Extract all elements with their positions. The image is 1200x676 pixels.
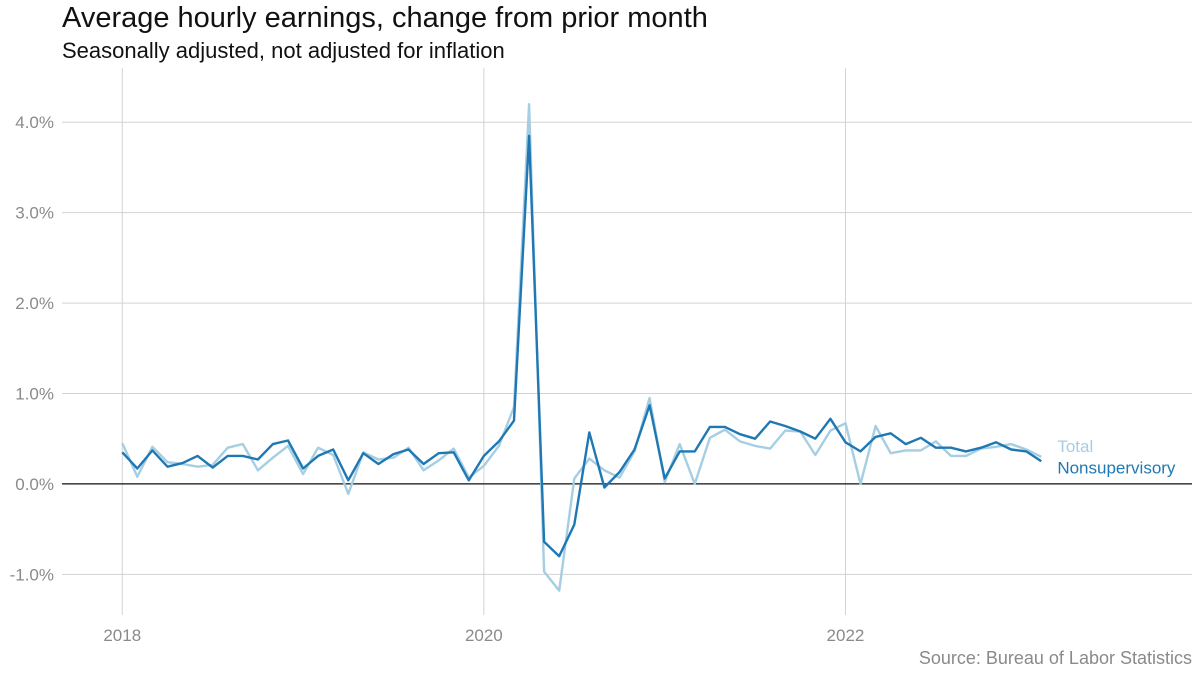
series-label-nonsupervisory: Nonsupervisory bbox=[1057, 458, 1176, 477]
y-tick-label: -1.0% bbox=[10, 565, 54, 584]
x-tick-label: 2020 bbox=[465, 626, 503, 645]
y-tick-label: 4.0% bbox=[15, 113, 54, 132]
chart-title: Average hourly earnings, change from pri… bbox=[62, 2, 708, 34]
y-tick-label: 2.0% bbox=[15, 294, 54, 313]
x-tick-label: 2022 bbox=[827, 626, 865, 645]
y-tick-label: 0.0% bbox=[15, 475, 54, 494]
y-axis-ticks: -1.0% 0.0% 1.0% 2.0% 3.0% 4.0% bbox=[10, 113, 54, 584]
chart-subtitle: Seasonally adjusted, not adjusted for in… bbox=[62, 38, 505, 63]
y-tick-label: 1.0% bbox=[15, 384, 54, 403]
series-lines bbox=[121, 102, 1042, 592]
y-tick-label: 3.0% bbox=[15, 204, 54, 223]
x-tick-label: 2018 bbox=[103, 626, 141, 645]
series-line-nonsupervisory bbox=[121, 134, 1042, 558]
series-label-total: Total bbox=[1057, 437, 1093, 456]
series-line-total bbox=[121, 102, 1042, 592]
x-axis-ticks: 2018 2020 2022 bbox=[103, 626, 864, 645]
grid-lines bbox=[62, 68, 1192, 615]
source-note: Source: Bureau of Labor Statistics bbox=[918, 648, 1192, 668]
series-labels: Total Nonsupervisory bbox=[1057, 437, 1176, 478]
